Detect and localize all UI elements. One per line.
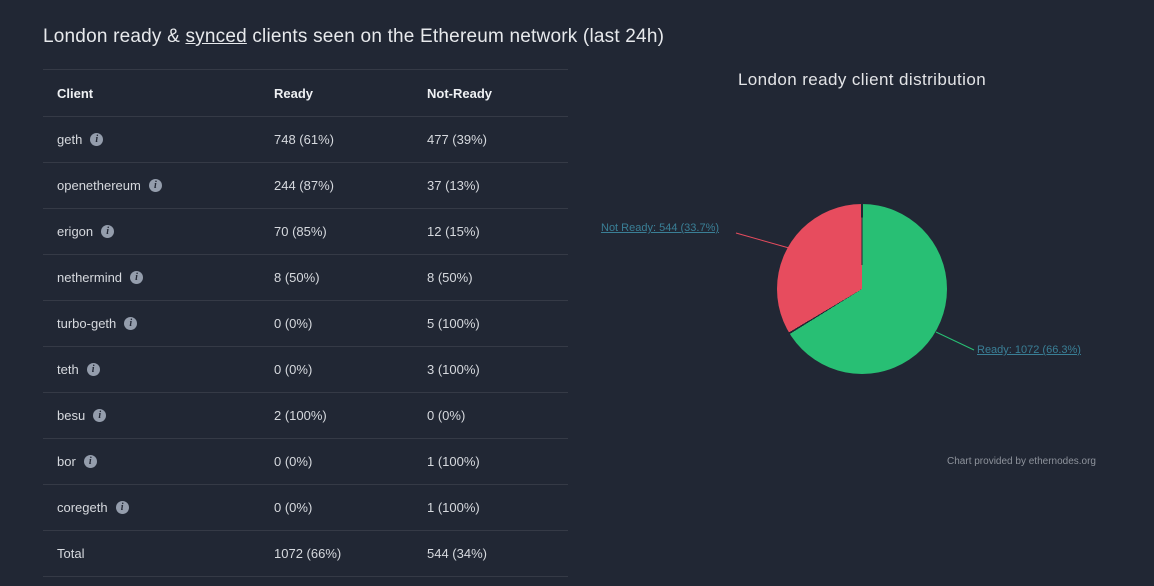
not-ready-cell: 8 (50%) (427, 270, 473, 285)
header-not-ready: Not-Ready (427, 85, 493, 101)
client-name: openethereum (57, 178, 141, 193)
info-icon[interactable]: i (83, 455, 97, 468)
table-row: openethereum i 244 (87%) 37 (13%) (43, 163, 568, 209)
client-name: teth (57, 362, 79, 377)
ready-cell: 0 (0%) (274, 316, 313, 331)
client-cell: besu i (57, 408, 274, 423)
table-row: nethermind i 8 (50%) 8 (50%) (43, 255, 568, 301)
info-icon[interactable]: i (124, 317, 138, 330)
table-total-row: Total 1072 (66%) 544 (34%) (43, 531, 568, 577)
table-row: teth i 0 (0%) 3 (100%) (43, 347, 568, 393)
client-name: besu (57, 408, 86, 423)
total-not-ready-cell: 544 (34%) (427, 546, 487, 561)
info-icon[interactable]: i (86, 363, 100, 376)
client-name: coregeth (57, 500, 108, 515)
total-label: Total (57, 546, 85, 561)
total-ready-cell: 1072 (66%) (274, 546, 342, 561)
table-row: bor i 0 (0%) 1 (100%) (43, 439, 568, 485)
client-cell: geth i (57, 132, 274, 147)
client-name: turbo-geth (57, 316, 117, 331)
client-cell: nethermind i (57, 270, 274, 285)
info-icon[interactable]: i (90, 133, 104, 146)
ready-cell: 244 (87%) (274, 178, 334, 193)
table-row: besu i 2 (100%) 0 (0%) (43, 393, 568, 439)
total-label-cell: Total (57, 546, 274, 561)
not-ready-cell: 0 (0%) (427, 408, 466, 423)
not-ready-slice-label[interactable]: Not Ready: 544 (33.7%) (601, 222, 720, 234)
client-name: bor (57, 454, 76, 469)
not-ready-cell: 3 (100%) (427, 362, 480, 377)
table-row: erigon i 70 (85%) 12 (15%) (43, 209, 568, 255)
info-icon[interactable]: i (101, 225, 115, 238)
info-icon[interactable]: i (115, 501, 129, 514)
client-cell: bor i (57, 454, 274, 469)
ready-connector-line (935, 331, 975, 351)
table-header-row: Client Ready Not-Ready (43, 70, 568, 117)
info-icon[interactable]: i (148, 179, 162, 192)
ready-cell: 0 (0%) (274, 500, 313, 515)
not-ready-cell: 37 (13%) (427, 178, 480, 193)
client-name: nethermind (57, 270, 123, 285)
ready-cell: 70 (85%) (274, 224, 327, 239)
not-ready-cell: 1 (100%) (427, 500, 480, 515)
chart-credit: Chart provided by ethernodes.org (947, 456, 1096, 467)
client-cell: teth i (57, 362, 274, 377)
page-title: London ready & synced clients seen on th… (43, 26, 664, 48)
table-row: turbo-geth i 0 (0%) 5 (100%) (43, 301, 568, 347)
pie-chart[interactable] (777, 204, 947, 374)
ready-slice-label[interactable]: Ready: 1072 (66.3%) (977, 344, 1081, 356)
not-ready-cell: 477 (39%) (427, 132, 487, 147)
ready-cell: 0 (0%) (274, 454, 313, 469)
client-cell: openethereum i (57, 178, 274, 193)
header-ready: Ready (274, 85, 314, 101)
table-row: coregeth i 0 (0%) 1 (100%) (43, 485, 568, 531)
title-prefix: London ready & (43, 26, 186, 47)
chart-title: London ready client distribution (737, 70, 987, 89)
not-ready-cell: 12 (15%) (427, 224, 480, 239)
client-name: erigon (57, 224, 94, 239)
header-client: Client (57, 85, 94, 101)
table-row: geth i 748 (61%) 477 (39%) (43, 117, 568, 163)
client-cell: turbo-geth i (57, 316, 274, 331)
pie-chart-panel: London ready client distribution Not Rea… (570, 70, 1154, 530)
info-icon[interactable]: i (130, 271, 144, 284)
ready-cell: 8 (50%) (274, 270, 320, 285)
not-ready-connector-line (735, 232, 790, 249)
info-icon[interactable]: i (93, 409, 107, 422)
ready-cell: 0 (0%) (274, 362, 313, 377)
client-table: Client Ready Not-Ready geth i 748 (61%) … (43, 69, 568, 577)
title-suffix: clients seen on the Ethereum network (la… (246, 26, 665, 47)
synced-link[interactable]: synced (185, 26, 247, 47)
client-name: geth (57, 132, 83, 147)
not-ready-cell: 1 (100%) (427, 454, 480, 469)
client-cell: erigon i (57, 224, 274, 239)
ready-cell: 2 (100%) (274, 408, 327, 423)
client-cell: coregeth i (57, 500, 274, 515)
not-ready-cell: 5 (100%) (427, 316, 480, 331)
ready-cell: 748 (61%) (274, 132, 334, 147)
